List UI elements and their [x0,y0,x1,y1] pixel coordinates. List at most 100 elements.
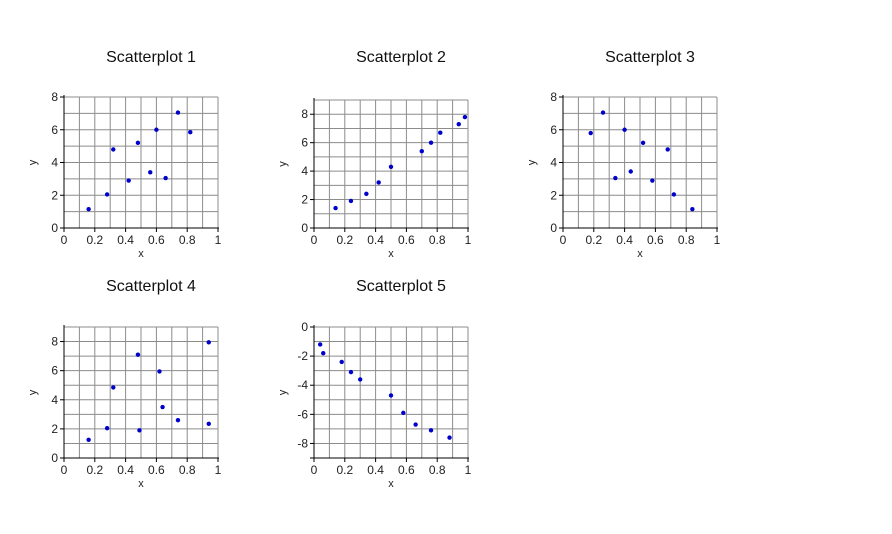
x-axis-label: x [637,248,643,260]
x-tick-label: 0.2 [585,233,602,247]
data-point [137,428,142,433]
data-point [321,351,326,356]
data-point [111,385,116,390]
x-axis-label: x [138,248,144,260]
y-tick-label: 6 [301,136,308,150]
y-tick-label: 2 [51,422,58,436]
x-tick-label: 0.2 [336,233,353,247]
y-tick-label: 0 [51,221,58,235]
x-tick-label: 0.4 [367,233,384,247]
y-tick-label: 0 [301,221,308,235]
y-tick-label: 4 [550,156,557,170]
x-tick-label: 0.8 [179,233,196,247]
data-point [588,130,593,136]
x-tick-label: 0.8 [429,463,446,477]
data-point [348,198,354,204]
x-tick-label: 0.6 [647,233,664,247]
y-tick-label: 2 [51,188,58,202]
x-tick-label: 0.4 [117,463,134,477]
y-tick-label: 6 [51,364,58,378]
data-point [650,178,655,183]
data-point [665,147,670,152]
data-point [388,393,394,398]
data-point [188,130,193,135]
data-point [348,369,354,375]
x-tick-label: 0.8 [429,233,446,247]
data-point [364,191,369,197]
data-point [413,422,418,427]
x-tick-label: 0 [311,233,318,247]
data-point [104,192,110,197]
data-point [157,369,162,374]
y-tick-label: 2 [301,193,308,207]
chart-title: Scatterplot 2 [356,49,446,66]
y-axis-label: y [277,161,289,167]
data-point [456,121,461,127]
x-tick-label: 0.6 [398,463,415,477]
data-point [640,140,646,146]
x-axis-label: x [388,478,394,490]
data-point [376,180,381,185]
y-axis-label: y [526,159,538,165]
x-tick-label: 1 [465,233,472,247]
data-point [419,149,424,154]
x-tick-label: 0.2 [336,463,353,477]
data-point [163,175,168,181]
x-tick-label: 0 [61,463,68,477]
data-point [154,127,159,132]
x-tick-label: 0.6 [148,463,165,477]
scatterplot-panel-5: 0 0.2 0.4 0.6 0.8 1 0 -2 -4 -6 -8 x y Scatterplot 5 [277,278,472,490]
data-point [126,178,131,183]
scatterplot-panel-1: 0 0.2 0.4 0.6 0.8 1 0 2 4 6 8 x y Scatterplot 1 [27,49,222,260]
data-point [111,147,116,152]
x-axis-label: x [138,478,144,490]
data-point [628,169,633,174]
data-point [613,175,618,181]
data-point [206,340,211,345]
data-point [148,170,153,175]
data-point [175,417,181,423]
x-tick-label: 0.8 [179,463,196,477]
data-point [401,410,406,416]
x-tick-label: 0.6 [398,233,415,247]
data-point [339,359,344,365]
chart-title: Scatterplot 1 [106,49,196,66]
y-tick-label: 2 [550,188,557,202]
x-tick-label: 0 [61,233,68,247]
chart-title: Scatterplot 3 [605,49,695,66]
data-point [175,110,181,115]
y-tick-label: 0 [301,320,308,334]
y-tick-label: 4 [51,393,58,407]
y-tick-label: 6 [550,123,557,137]
data-point [135,352,141,357]
y-tick-label: -4 [297,378,308,392]
data-point [671,192,677,197]
x-tick-label: 0.2 [86,233,103,247]
x-tick-label: 0.8 [678,233,695,247]
y-tick-label: -2 [297,349,308,363]
y-tick-label: -8 [297,436,308,450]
y-tick-label: 0 [51,451,58,465]
x-tick-label: 1 [714,233,721,247]
scatterplot-panel-2: 0 0.2 0.4 0.6 0.8 1 0 2 4 6 8 x y Scatterplot 2 [277,49,472,260]
data-point [104,425,110,431]
x-tick-label: 0 [560,233,567,247]
scatterplot-panel-3: 0 0.2 0.4 0.6 0.8 1 0 2 4 6 8 x y Scatterplot 3 [526,49,721,260]
data-point [317,342,323,347]
y-tick-label: 8 [550,90,557,104]
data-point [86,437,91,443]
data-point [388,164,394,170]
x-tick-label: 0.4 [367,463,384,477]
data-point [206,421,211,426]
data-point [622,127,627,132]
data-point [438,130,443,135]
y-tick-label: 0 [550,221,557,235]
x-tick-label: 1 [465,463,472,477]
y-tick-label: 4 [51,156,58,170]
data-point [600,110,606,115]
y-tick-label: 6 [51,123,58,137]
y-axis-label: y [27,389,39,395]
y-tick-label: -6 [297,407,308,421]
x-tick-label: 1 [215,463,222,477]
